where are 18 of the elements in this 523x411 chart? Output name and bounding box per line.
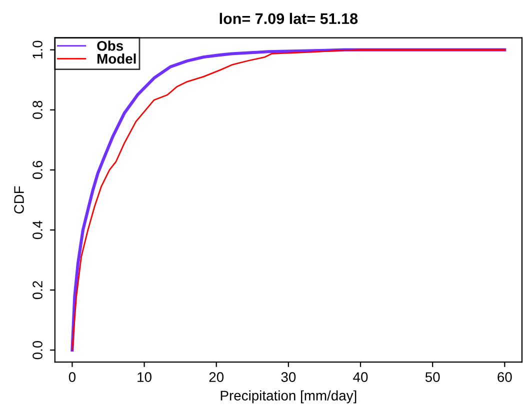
y-tick-label: 0.0: [32, 340, 42, 360]
x-tick-label: 0: [68, 372, 76, 382]
legend-label: Model: [98, 54, 136, 64]
y-tick-label: 0.4: [32, 220, 42, 240]
y-axis-title: CDF: [14, 186, 24, 214]
x-axis-title: Precipitation [mm/day]: [220, 390, 356, 404]
x-tick-label: 40: [353, 372, 368, 382]
legend-label: Obs: [97, 40, 124, 51]
x-tick-label: 20: [209, 372, 224, 382]
x-tick-label: 10: [138, 372, 152, 382]
y-tick-label: 0.8: [32, 100, 42, 119]
x-tick-label: 60: [498, 372, 512, 382]
x-tick-label: 50: [425, 372, 440, 382]
x-tick-label: 30: [281, 372, 296, 382]
chart-title: lon= 7.09 lat= 51.18: [220, 12, 358, 24]
y-tick-label: 0.2: [32, 281, 42, 300]
y-tick-label: 1.0: [32, 40, 42, 58]
y-tick-label: 0.6: [32, 160, 42, 180]
